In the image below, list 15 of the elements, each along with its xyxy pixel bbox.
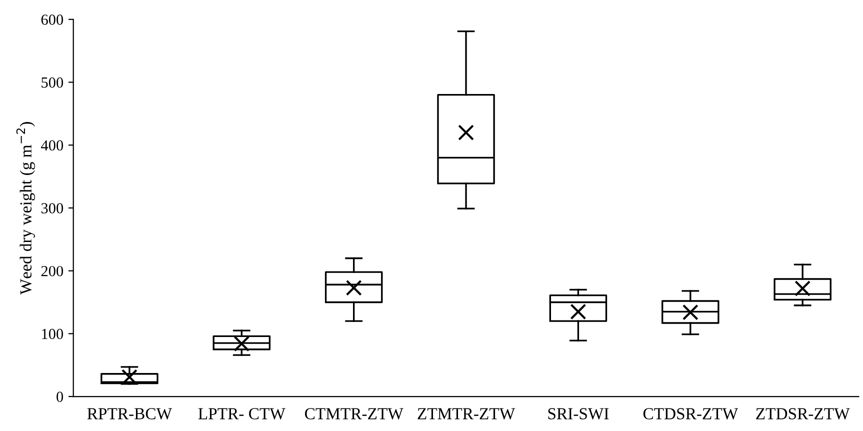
y-tick-label: 100 bbox=[42, 328, 64, 340]
x-tick-label: SRI-SWI bbox=[548, 408, 609, 420]
x-tick-label: LPTR- CTW bbox=[198, 408, 286, 420]
y-axis-title: Weed dry weight (g m$^{−2}$) bbox=[16, 122, 35, 295]
y-tick-label: 300 bbox=[41, 203, 64, 214]
x-tick-label: CTDSR-ZTW bbox=[643, 408, 738, 420]
y-tick-label: 400 bbox=[41, 140, 64, 151]
y-tick-label: 500 bbox=[42, 77, 64, 88]
x-tick-label: ZTMTR-ZTW bbox=[418, 408, 516, 420]
y-tick-label: 0 bbox=[56, 392, 64, 402]
y-tick-label: 600 bbox=[41, 14, 64, 25]
x-tick-label: ZTDSR-ZTW bbox=[756, 408, 850, 420]
x-tick-label: RPTR-BCW bbox=[87, 408, 172, 420]
x-tick-label: CTMTR-ZTW bbox=[304, 408, 404, 420]
y-tick-label: 200 bbox=[41, 266, 64, 276]
